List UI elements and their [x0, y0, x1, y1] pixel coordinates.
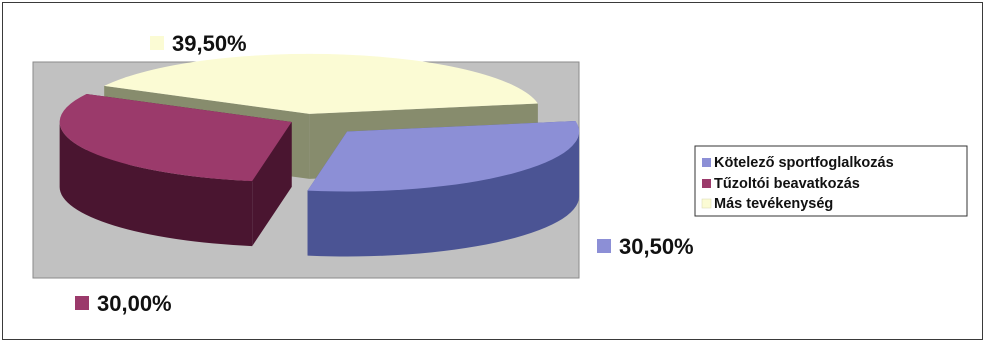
pie-slice-sport: [307, 121, 580, 257]
pie-slice-top-tuzoltoi: [59, 93, 292, 182]
legend: Kötelező sportfoglalkozás Tűzoltói beava…: [694, 145, 968, 217]
pie-slice-side-sport: [307, 131, 580, 257]
pie-slices: [59, 53, 580, 257]
legend-label-tuzoltoi: Tűzoltói beavatkozás: [714, 176, 860, 192]
label-swatch-mas: [150, 36, 164, 50]
data-label-sport: 30,50%: [619, 234, 694, 259]
pie-slice-top-mas: [104, 53, 538, 114]
legend-label-mas: Más tevékenység: [714, 196, 833, 212]
pie-slice-cut-tuzoltoi: [252, 121, 292, 247]
label-swatch-tuzoltoi: [75, 296, 89, 310]
legend-swatch-mas: [701, 198, 712, 209]
legend-label-sport: Kötelező sportfoglalkozás: [714, 155, 894, 171]
data-label-mas: 39,50%: [172, 31, 247, 56]
pie-slice-side-tuzoltoi: [59, 121, 253, 247]
data-label-tuzoltoi: 30,00%: [97, 291, 172, 316]
legend-box: [694, 145, 968, 217]
pie-slice-tuzoltoi: [59, 93, 292, 247]
label-swatch-sport: [597, 239, 611, 253]
legend-swatch-sport: [702, 158, 711, 167]
legend-swatch-tuzoltoi: [702, 179, 711, 188]
pie-slice-top-sport: [307, 121, 580, 192]
